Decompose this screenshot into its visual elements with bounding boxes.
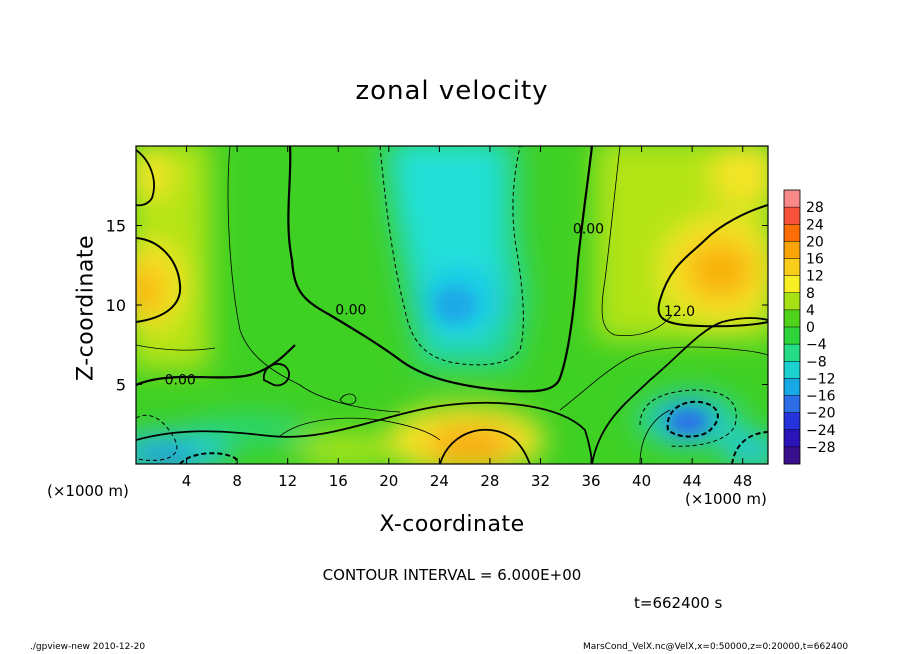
y-tick-label: 5 <box>116 376 126 395</box>
colorbar-label: 8 <box>806 286 815 302</box>
contour-interval-note: CONTOUR INTERVAL = 6.000E+00 <box>322 566 582 584</box>
contour-label: 0.00 <box>335 303 366 319</box>
footer-right: MarsCond_VelX.nc@VelX,x=0:50000,z=0:2000… <box>583 642 849 652</box>
time-label: t=662400 s <box>634 594 723 612</box>
colorbar-swatch <box>784 429 800 448</box>
x-axis-label: X-coordinate <box>379 512 525 537</box>
colorbar-swatch <box>784 258 800 277</box>
x-tick-label: 8 <box>232 472 242 490</box>
x-tick-label: 48 <box>733 472 752 490</box>
colorbar-swatch <box>784 224 800 242</box>
contour-lines <box>136 146 768 464</box>
heatmap-field: 0.00 0.00 0.00 12.0 <box>136 146 768 464</box>
footer-left: ./gpview-new 2010-12-20 <box>30 642 146 652</box>
colorbar-swatch <box>784 275 800 294</box>
colorbar-swatch <box>784 412 800 431</box>
colorbar-label: −16 <box>806 389 836 405</box>
colorbar-label: 28 <box>806 200 824 216</box>
contour-label: 0.00 <box>165 373 196 389</box>
x-tick-label: 44 <box>683 472 702 490</box>
x-unit-right: (×1000 m) <box>685 490 767 508</box>
x-tick-label: 20 <box>379 472 398 490</box>
colorbar-label: −24 <box>806 423 836 439</box>
colorbar-label: 20 <box>806 234 824 250</box>
colorbar-swatch <box>784 292 800 311</box>
x-tick-label: 32 <box>531 472 550 490</box>
chart-title: zonal velocity <box>355 76 549 106</box>
x-tick-label: 28 <box>480 472 499 490</box>
x-tick-label: 4 <box>182 472 192 490</box>
colorbar-swatch <box>784 207 800 225</box>
colorbar-label: −20 <box>806 406 836 422</box>
colorbar-label: 4 <box>806 303 815 319</box>
colorbar-swatch <box>784 344 800 362</box>
x-tick-label: 12 <box>278 472 297 490</box>
y-axis-label: Z-coordinate <box>73 235 99 381</box>
colorbar-label: 24 <box>806 217 824 233</box>
colorbar-swatch <box>784 395 800 414</box>
colorbar-swatch <box>784 309 800 328</box>
colorbar-label: −4 <box>806 337 827 353</box>
colorbar-label: −28 <box>806 440 836 456</box>
contour-label: 0.00 <box>573 221 604 237</box>
y-tick-label: 15 <box>106 217 126 236</box>
y-tick-label: 10 <box>106 296 126 315</box>
colorbar-label: 0 <box>806 320 815 336</box>
contour-label: 12.0 <box>664 304 695 320</box>
colorbar-swatch <box>784 190 800 208</box>
colorbar-swatch <box>784 361 800 379</box>
x-tick-label: 40 <box>632 472 651 490</box>
colorbar-label: −8 <box>806 354 827 370</box>
colorbar-swatch <box>784 241 800 259</box>
x-tick-label: 24 <box>430 472 449 490</box>
x-tick-label: 16 <box>329 472 348 490</box>
x-unit-left: (×1000 m) <box>47 482 129 500</box>
colorbar-swatch <box>784 446 800 465</box>
colorbar-swatch <box>784 378 800 396</box>
colorbar-swatch <box>784 327 800 345</box>
x-tick-label: 36 <box>581 472 600 490</box>
colorbar-label: 12 <box>806 269 824 285</box>
colorbar-label: −12 <box>806 371 836 387</box>
colorbar-label: 16 <box>806 252 824 268</box>
